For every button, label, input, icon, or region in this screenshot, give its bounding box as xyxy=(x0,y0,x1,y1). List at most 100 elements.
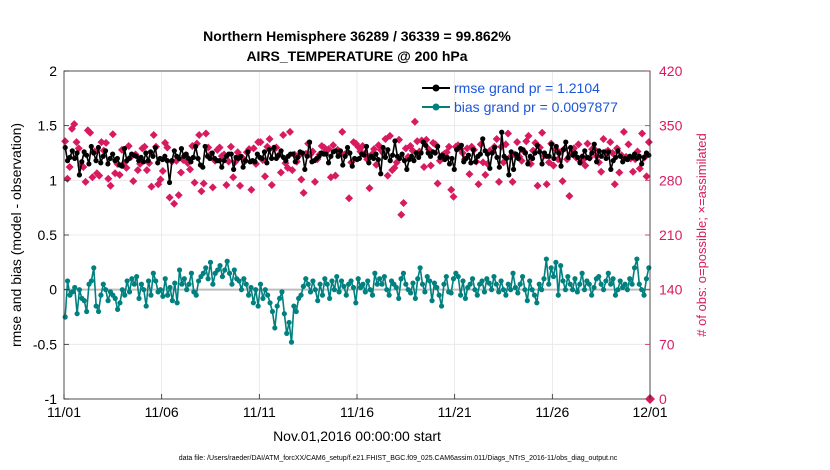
rmse-point-181 xyxy=(492,144,498,151)
obs-marker-134 xyxy=(365,184,374,193)
obs-marker-210 xyxy=(538,128,547,137)
rmse-point-102 xyxy=(304,153,310,159)
bias-point-95 xyxy=(288,339,295,345)
bias-point-171 xyxy=(469,276,476,282)
rmse-point-209 xyxy=(558,163,564,169)
bias-point-176 xyxy=(481,289,488,295)
bias-point-81 xyxy=(255,303,261,309)
bias-point-123 xyxy=(355,276,361,282)
rmse-point-232 xyxy=(613,154,619,160)
legend-bias-marker xyxy=(432,103,440,111)
bias-point-214 xyxy=(572,276,578,282)
bias-point-102 xyxy=(305,281,311,287)
bias-point-14 xyxy=(95,308,102,315)
x-tick-label-2: 11/11 xyxy=(243,404,276,420)
legend-rmse-label: rmse grand pr = 1.2104 xyxy=(454,80,600,96)
bias-point-46 xyxy=(172,280,178,286)
bias-point-8 xyxy=(81,298,87,304)
rmse-point-67 xyxy=(221,158,227,164)
rmse-point-136 xyxy=(385,147,391,153)
bias-point-168 xyxy=(462,295,468,302)
rmse-point-176 xyxy=(480,136,486,142)
obs-marker-182 xyxy=(474,180,483,189)
bias-point-100 xyxy=(300,283,306,289)
rmse-point-205 xyxy=(548,141,555,147)
bias-point-11 xyxy=(88,278,94,284)
bias-point-53 xyxy=(188,270,195,276)
rmse-point-116 xyxy=(337,148,343,154)
bias-point-16 xyxy=(100,281,106,287)
bias-point-182 xyxy=(496,289,502,295)
bias-point-65 xyxy=(217,263,223,269)
obs-marker-171 xyxy=(449,192,458,201)
bias-point-51 xyxy=(184,287,190,293)
rmse-point-74 xyxy=(238,153,244,159)
bias-point-104 xyxy=(310,278,316,284)
bias-point-12 xyxy=(91,265,97,271)
rmse-point-12 xyxy=(91,150,97,156)
y-right-tick-label-0: 0 xyxy=(659,391,667,407)
bias-point-207 xyxy=(555,292,561,298)
bias-point-167 xyxy=(460,278,466,284)
obs-marker-77 xyxy=(236,181,245,190)
bias-point-185 xyxy=(503,292,509,298)
bias-point-216 xyxy=(577,281,583,287)
bias-point-196 xyxy=(529,287,535,293)
bias-point-0 xyxy=(62,314,68,320)
obs-marker-237 xyxy=(599,134,608,143)
bias-point-188 xyxy=(510,270,516,276)
bias-point-142 xyxy=(400,270,407,276)
bias-point-147 xyxy=(412,295,418,302)
bias-point-111 xyxy=(327,295,333,302)
bias-point-121 xyxy=(350,284,357,291)
rmse-point-42 xyxy=(162,153,168,159)
rmse-point-171 xyxy=(468,160,474,166)
obs-marker-226 xyxy=(574,140,583,149)
rmse-point-103 xyxy=(306,139,313,145)
rmse-point-76 xyxy=(242,158,249,164)
bias-point-170 xyxy=(467,281,473,287)
rmse-point-46 xyxy=(171,148,177,154)
rmse-point-179 xyxy=(487,165,493,171)
y-tick-label-3: 0.5 xyxy=(38,227,58,243)
rmse-point-172 xyxy=(470,147,476,153)
bias-point-79 xyxy=(250,300,256,306)
bias-point-220 xyxy=(586,281,592,287)
bias-series xyxy=(62,256,652,345)
rmse-point-59 xyxy=(202,143,208,150)
bias-point-226 xyxy=(600,287,607,293)
x-tick-label-3: 11/16 xyxy=(340,404,374,420)
rmse-point-88 xyxy=(271,144,277,151)
bias-point-173 xyxy=(474,292,480,298)
y-tick-label-0: -1 xyxy=(45,391,58,407)
bias-point-218 xyxy=(581,287,588,293)
obs-marker-88 xyxy=(261,172,270,181)
obs-marker-208 xyxy=(533,181,542,190)
bias-point-64 xyxy=(215,267,221,273)
rmse-point-36 xyxy=(148,149,154,155)
y-right-tick-label-2: 140 xyxy=(659,282,683,298)
bias-point-4 xyxy=(72,284,78,291)
obs-marker-99 xyxy=(285,127,294,136)
rmse-point-93 xyxy=(283,158,289,164)
rmse-point-70 xyxy=(228,151,234,157)
bias-point-69 xyxy=(226,270,233,276)
bias-point-213 xyxy=(569,287,576,293)
bias-point-44 xyxy=(167,284,173,291)
obs-marker-122 xyxy=(338,127,347,136)
rmse-point-77 xyxy=(245,149,251,155)
obs-marker-0 xyxy=(61,137,70,146)
bias-point-70 xyxy=(229,281,235,287)
bias-point-71 xyxy=(231,267,237,273)
obs-marker-65 xyxy=(208,183,217,192)
obs-marker-242 xyxy=(610,180,619,189)
rmse-point-18 xyxy=(105,161,111,167)
obs-marker-105 xyxy=(299,188,308,197)
obs-marker-169 xyxy=(444,142,453,151)
bias-point-186 xyxy=(505,281,511,287)
bias-point-24 xyxy=(119,287,125,293)
obs-marker-222 xyxy=(565,191,574,200)
obs-marker-43 xyxy=(158,166,167,175)
bias-point-155 xyxy=(431,280,438,286)
